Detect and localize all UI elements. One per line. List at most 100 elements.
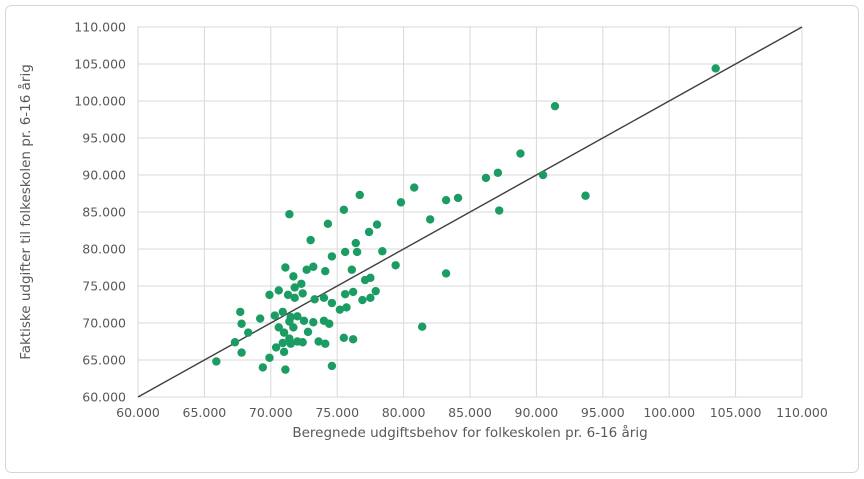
data-point: [493, 168, 503, 177]
data-point: [298, 289, 307, 298]
data-point: [495, 206, 504, 215]
x-tick-label: 105.000: [710, 405, 762, 420]
x-tick-label: 110.000: [776, 405, 828, 420]
data-point: [327, 298, 337, 308]
data-point: [303, 327, 313, 337]
data-point: [321, 267, 330, 276]
data-point: [581, 191, 590, 200]
data-point: [339, 333, 349, 342]
x-axis-tick-labels: 60.000 65.000 70.000 75.000 80.000 85.000 90.0…: [116, 405, 828, 420]
y-tick-label: 70.000: [82, 316, 126, 331]
data-point: [538, 170, 548, 180]
data-point: [306, 235, 315, 245]
data-point: [290, 293, 299, 303]
y-tick-label: 65.000: [82, 353, 126, 368]
y-tick-label: 90.000: [82, 168, 126, 183]
y-axis-title: Faktiske udgifter til folkeskolen pr. 6-…: [17, 64, 34, 360]
x-axis-title: Beregnede udgiftsbehov for folkeskolen p…: [292, 424, 647, 441]
data-point: [270, 311, 279, 320]
data-point: [319, 293, 329, 303]
y-tick-label: 110.000: [74, 20, 126, 35]
data-point: [417, 322, 427, 331]
x-tick-label: 85.000: [448, 405, 492, 420]
data-point: [310, 295, 319, 304]
x-tick-label: 65.000: [183, 405, 227, 420]
x-tick-label: 75.000: [315, 405, 359, 420]
data-point: [302, 265, 311, 274]
data-point: [285, 210, 294, 219]
data-point: [265, 353, 274, 362]
data-point: [441, 269, 451, 278]
y-tick-label: 95.000: [82, 131, 126, 146]
data-point: [237, 319, 246, 328]
data-point: [286, 339, 295, 348]
plot-area-border: [137, 26, 803, 398]
data-point: [340, 289, 350, 299]
data-point: [425, 215, 435, 224]
data-point: [278, 338, 287, 348]
data-point: [371, 286, 380, 296]
data-point: [351, 238, 360, 248]
data-point: [453, 193, 463, 203]
data-point: [314, 337, 323, 346]
y-tick-label: 75.000: [82, 279, 126, 294]
data-point: [298, 338, 307, 347]
data-point: [321, 339, 330, 348]
data-point: [230, 338, 240, 347]
data-point: [274, 286, 283, 295]
x-tick-label: 100.000: [643, 405, 695, 420]
data-point: [481, 173, 491, 183]
x-tick-label: 70.000: [249, 405, 293, 420]
data-point: [348, 335, 358, 344]
data-point: [271, 343, 281, 352]
data-point: [358, 295, 367, 305]
data-point: [283, 290, 293, 300]
data-point: [391, 261, 400, 270]
data-point: [378, 247, 387, 256]
data-point: [237, 348, 246, 357]
data-point: [289, 272, 298, 281]
data-point: [372, 220, 382, 229]
y-tick-label: 80.000: [82, 242, 126, 257]
data-point: [297, 279, 306, 288]
y-tick-label: 100.000: [74, 94, 126, 109]
x-tick-label: 95.000: [581, 405, 625, 420]
data-point: [279, 347, 289, 357]
data-point: [255, 314, 265, 323]
data-point: [366, 293, 375, 303]
data-point: [244, 328, 253, 337]
data-point: [355, 190, 364, 200]
data-point: [335, 305, 345, 314]
y-tick-label: 85.000: [82, 205, 126, 220]
data-point: [352, 247, 362, 257]
data-point: [327, 361, 337, 371]
data-point: [285, 317, 294, 326]
data-point: [279, 328, 289, 337]
x-tick-label: 60.000: [116, 405, 160, 420]
y-tick-label: 60.000: [82, 390, 126, 405]
data-point: [366, 273, 375, 283]
data-point: [274, 323, 283, 332]
chart-frame: [5, 5, 859, 473]
data-point: [281, 263, 290, 272]
data-point: [396, 198, 406, 207]
data-point: [348, 287, 358, 297]
data-point: [290, 283, 299, 292]
data-point: [309, 262, 318, 271]
data-point: [323, 219, 333, 229]
data-point: [281, 365, 290, 374]
y-axis-tick-labels: 60.000 65.000 70.000 75.000 80.000 85.000 90.0…: [74, 20, 126, 405]
data-point: [278, 307, 287, 317]
data-point: [212, 357, 221, 366]
x-tick-label: 90.000: [515, 405, 559, 420]
x-tick-label: 80.000: [382, 405, 426, 420]
y-tick-label: 105.000: [74, 57, 126, 72]
data-point: [236, 307, 245, 317]
data-point: [340, 247, 350, 257]
data-point: [347, 265, 357, 274]
data-point: [265, 290, 274, 300]
data-point: [258, 363, 268, 372]
data-point: [325, 319, 334, 328]
